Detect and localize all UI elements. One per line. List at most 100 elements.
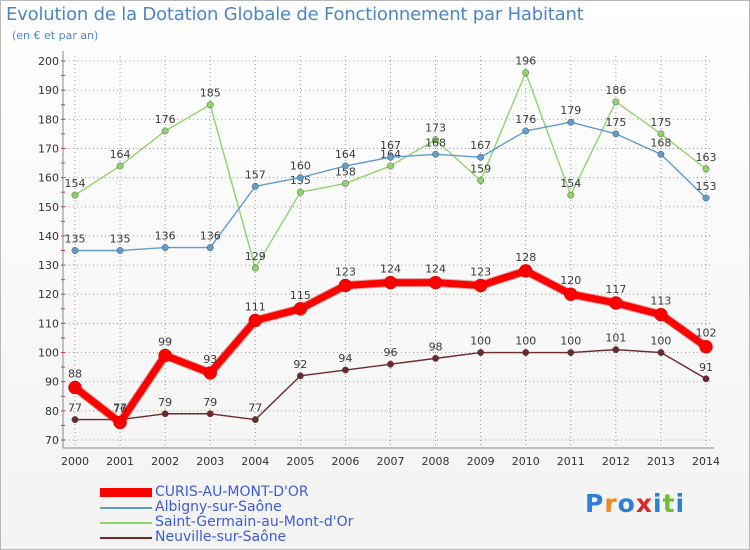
data-label: 117: [605, 283, 626, 296]
data-point: [657, 150, 665, 158]
data-label: 164: [335, 148, 356, 161]
data-label: 135: [65, 233, 86, 246]
data-label: 123: [470, 265, 491, 278]
data-point: [522, 127, 530, 135]
data-label: 176: [515, 113, 536, 126]
data-label: 124: [425, 263, 446, 276]
data-label: 160: [290, 160, 311, 173]
x-tick-label: 2012: [602, 455, 630, 468]
y-tick-label: 110: [38, 317, 59, 330]
logo-letter: x: [635, 489, 653, 518]
x-tick-label: 2008: [422, 455, 450, 468]
data-label: 111: [245, 300, 266, 313]
data-point: [342, 180, 349, 187]
data-point: [206, 410, 214, 418]
data-label: 91: [699, 361, 713, 374]
legend-label: CURIS-AU-MONT-D'OR: [155, 484, 309, 500]
data-label: 168: [425, 136, 446, 149]
data-point: [477, 153, 485, 161]
data-point: [71, 247, 79, 254]
data-point: [161, 410, 169, 418]
x-tick-label: 2006: [331, 455, 359, 468]
legend-label: Neuville-sur-Saône: [155, 529, 287, 545]
logo-letter: r: [604, 489, 618, 518]
data-label: 100: [560, 335, 581, 348]
legend-swatch: [100, 507, 152, 509]
data-label: 100: [650, 335, 671, 348]
data-point: [71, 416, 79, 423]
y-tick-label: 100: [38, 347, 59, 360]
data-point: [116, 162, 124, 170]
x-tick-label: 2011: [557, 455, 585, 468]
data-label: 158: [335, 165, 356, 178]
data-label: 93: [203, 353, 217, 366]
x-tick-label: 2010: [512, 455, 540, 468]
data-point: [567, 118, 575, 126]
data-label: 164: [110, 148, 131, 161]
data-point: [296, 174, 304, 182]
data-point: [567, 349, 575, 356]
data-label: 154: [560, 177, 581, 190]
data-label: 99: [158, 335, 172, 348]
y-tick-label: 120: [38, 288, 59, 301]
data-label: 77: [68, 402, 82, 415]
data-label: 167: [470, 139, 491, 152]
data-label: 76: [113, 403, 127, 416]
x-tick-label: 2007: [377, 455, 405, 468]
x-tick-label: 2000: [61, 455, 89, 468]
legend-swatch: [100, 537, 152, 539]
chart-subtitle: (en € et par an): [12, 29, 99, 42]
x-tick-label: 2004: [241, 455, 269, 468]
logo-letter: t: [662, 489, 676, 518]
data-point: [612, 130, 620, 138]
data-label: 88: [68, 368, 82, 381]
y-tick-label: 160: [38, 172, 59, 185]
data-label: 176: [155, 113, 176, 126]
data-point: [612, 98, 620, 106]
data-point: [387, 162, 394, 170]
data-label: 113: [650, 295, 671, 308]
data-point: [251, 416, 259, 423]
data-point: [338, 278, 353, 293]
data-point: [477, 177, 485, 184]
data-label: 94: [338, 352, 352, 365]
data-label: 123: [335, 265, 356, 278]
data-label: 167: [380, 139, 401, 152]
data-label: 136: [200, 230, 221, 243]
data-point: [161, 127, 169, 135]
data-label: 100: [470, 335, 491, 348]
data-label: 79: [203, 396, 217, 409]
data-point: [477, 349, 485, 356]
data-point: [206, 101, 214, 109]
data-point: [657, 349, 665, 356]
logo-letter: i: [675, 489, 686, 518]
logo-letter: P: [585, 489, 605, 518]
data-point: [293, 302, 308, 316]
data-point: [518, 264, 533, 278]
data-point: [158, 348, 172, 363]
data-point: [342, 366, 349, 374]
data-point: [203, 366, 217, 380]
data-label: 179: [560, 104, 581, 117]
data-label: 175: [650, 116, 671, 129]
data-label: 153: [696, 180, 717, 193]
y-tick-label: 180: [38, 113, 59, 126]
data-point: [387, 360, 394, 368]
data-point: [296, 372, 304, 380]
legend-swatch: [100, 522, 152, 524]
data-label: 185: [200, 87, 221, 100]
data-point: [251, 264, 259, 272]
data-point: [113, 415, 127, 430]
data-label: 100: [515, 335, 536, 348]
x-tick-label: 2003: [196, 455, 224, 468]
data-label: 157: [245, 168, 266, 181]
y-tick-label: 140: [38, 230, 59, 243]
x-tick-label: 2001: [106, 455, 134, 468]
data-label: 115: [290, 289, 311, 302]
data-label: 128: [515, 251, 536, 264]
data-point: [612, 346, 620, 354]
data-point: [522, 69, 530, 77]
legend-label: Albigny-sur-Saône: [155, 499, 282, 515]
data-point: [428, 275, 443, 290]
